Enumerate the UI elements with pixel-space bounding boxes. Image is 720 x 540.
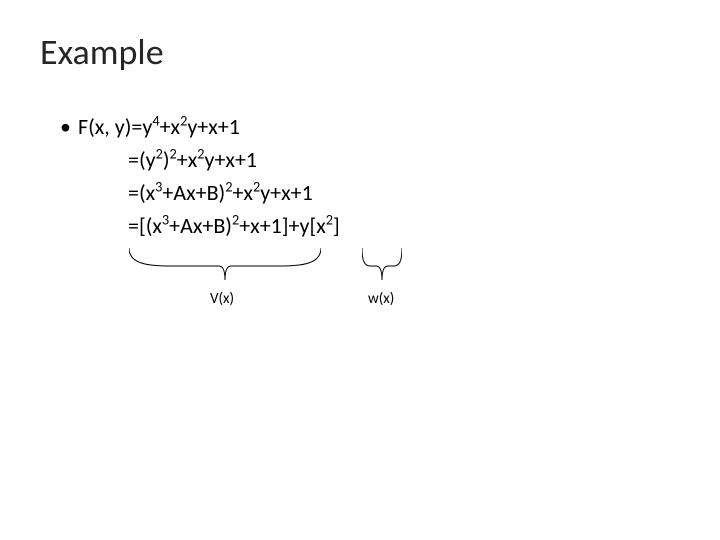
eq3-part: +Ax+B) [162,179,225,206]
eq4-sup: 2 [326,211,333,229]
eq4-text: =[(x3+Ax+B)2+x+1]+y[x2] [128,209,340,242]
label-wx: w(x) [368,290,394,308]
brace-icon [362,244,402,284]
eq2-sup: 2 [197,145,204,163]
eq3-part: =(x [128,179,155,206]
slide-title: Example [40,30,680,74]
eq4-part: +x+1]+y[x [239,212,326,239]
eq3-part: +x [232,179,253,206]
equation-line-1: • F(x, y)=y4+x2y+x+1 [60,110,680,143]
eq2-text: =(y2)2+x2y+x+1 [128,143,257,176]
eq1-sup: 4 [152,112,159,130]
eq1-part: +x [160,113,181,140]
slide: Example • F(x, y)=y4+x2y+x+1 =(y2)2+x2y+… [0,0,720,540]
label-vx: V(x) [210,290,234,308]
eq2-part: =(y [128,146,156,173]
brace-vx [129,244,321,284]
equation-line-2: =(y2)2+x2y+x+1 [60,143,680,176]
eq2-part: y+x+1 [205,146,258,173]
eq3-part: y+x+1 [260,179,313,206]
bullet-icon: • [60,110,78,143]
content-block: • F(x, y)=y4+x2y+x+1 =(y2)2+x2y+x+1 =(x3… [40,110,680,242]
equation-line-4: =[(x3+Ax+B)2+x+1]+y[x2] [60,209,680,242]
eq1-text: F(x, y)=y4+x2y+x+1 [78,110,240,143]
brace-icon [129,244,321,284]
eq1-part: F(x, y)=y [78,113,152,140]
eq2-sup: 2 [156,145,163,163]
eq2-sup: 2 [170,145,177,163]
brace-wx [362,244,402,284]
equation-line-3: =(x3+Ax+B)2+x2y+x+1 [60,176,680,209]
eq2-part: ) [163,146,170,173]
eq1-part: y+x+1 [187,113,240,140]
eq4-part: =[(x [128,212,162,239]
eq3-text: =(x3+Ax+B)2+x2y+x+1 [128,176,313,209]
eq4-part: +Ax+B) [169,212,232,239]
eq2-part: +x [177,146,198,173]
eq4-part: ] [333,212,340,239]
